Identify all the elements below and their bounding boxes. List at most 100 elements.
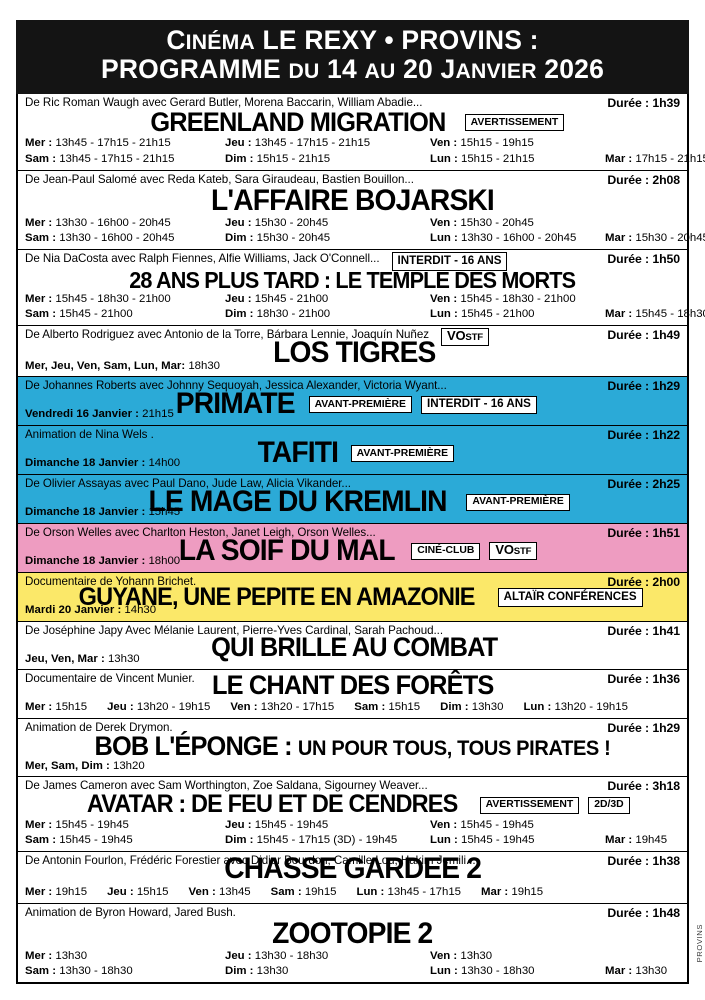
schedule-day: Dim : — [225, 308, 254, 320]
schedule-day: Ven : — [430, 818, 458, 831]
film-block[interactable]: De Olivier Assayas avec Paul Dano, Jude … — [18, 475, 687, 524]
schedule-cell: Sam : 15h15 — [354, 700, 420, 715]
schedule-cell: Dim : 15h30 - 20h45 — [225, 231, 430, 246]
schedule-times: 19h15 — [304, 885, 337, 898]
schedule-day: Mer : — [25, 950, 53, 963]
schedule-cell: Ven : 13h20 - 17h15 — [230, 700, 334, 715]
schedule-times: 13h20 - 19h15 — [554, 700, 628, 713]
schedule-cell: Mer : 19h15 — [25, 885, 87, 900]
film-credits: De Antonin Fourlon, Frédéric Forestier a… — [25, 853, 476, 867]
schedule-times: 14h00 — [148, 457, 181, 470]
film-duration: Durée : 3h18 — [607, 779, 680, 794]
schedule-times: 13h20 - 19h15 — [136, 700, 211, 713]
film-credits-row: De Alberto Rodriguez avec Antonio de la … — [25, 328, 680, 346]
film-credits-row: De Ric Roman Waugh avec Gerard Butler, M… — [25, 96, 680, 111]
schedule-cell: Jeu : 15h30 - 20h45 — [225, 216, 430, 231]
film-block[interactable]: Documentaire de Vincent Munier. Durée : 1… — [18, 670, 687, 719]
film-schedule: Mer : 15h45 - 19h45 Jeu : 15h45 - 19h45 Ve… — [25, 818, 680, 848]
schedule-day: Lun : — [430, 232, 458, 245]
film-badges: AVERTISSEMENT — [464, 114, 565, 132]
schedule-cell: Jeu : 15h45 - 19h45 — [225, 818, 430, 833]
film-credits-row: De Johannes Roberts avec Johnny Sequoyah… — [25, 379, 680, 394]
schedule-times: 15h45 - 19h45 — [460, 818, 534, 831]
schedule-row: Sam : 13h30 - 18h30 Dim : 13h30 Lun : 13h3… — [25, 964, 680, 979]
schedule-cell: Jeu : 13h30 - 18h30 — [225, 949, 430, 964]
schedule-day: Lun : — [523, 700, 552, 713]
film-schedule: Dimanche 18 Janvier : 14h00 — [25, 456, 680, 471]
film-block[interactable]: Animation de Byron Howard, Jared Bush. Du… — [18, 903, 687, 983]
schedule-day: Mer : — [25, 818, 53, 831]
film-credits-row: Animation de Nina Wels . Durée : 1h22 — [25, 428, 680, 443]
film-block[interactable]: De Antonin Fourlon, Frédéric Forestier a… — [18, 851, 687, 904]
schedule-cell: Sam : 13h30 - 18h30 — [25, 964, 225, 979]
film-title: ZOOTOPIE 2 — [272, 916, 433, 950]
film-duration: Durée : 1h50 — [607, 252, 680, 267]
film-block[interactable]: De Ric Roman Waugh avec Gerard Butler, M… — [18, 93, 705, 171]
film-duration: Durée : 2h00 — [607, 574, 680, 589]
film-schedule: Mer : 15h15 Jeu : 13h20 - 19h15 Ven : 13h2… — [25, 700, 680, 715]
schedule-times: 15h30 - 20h45 — [254, 217, 329, 230]
schedule-day: Mer, Sam, Dim : — [25, 759, 110, 772]
schedule-times: 15h15 — [55, 700, 88, 713]
film-block[interactable]: De James Cameron avec Sam Worthington, Z… — [18, 777, 687, 852]
schedule-day: Dimanche 18 Janvier : — [25, 457, 146, 470]
schedule-times: 13h30 - 18h30 — [254, 950, 329, 963]
film-duration: Durée : 1h51 — [607, 525, 680, 540]
schedule-day: Lun : — [430, 308, 458, 320]
film-block[interactable]: Animation de Derek Drymon. Durée : 1h29 BO… — [18, 719, 687, 778]
badge-2d-3d: 2D/3D — [588, 796, 630, 814]
schedule-times: 15h45 - 18h30 - 21h00 — [55, 292, 171, 305]
schedule-cell: Sam : 19h15 — [271, 885, 337, 900]
schedule-cell: Lun : 15h15 - 21h15 — [430, 152, 605, 167]
schedule-row: Sam : 15h45 - 21h00 Dim : 18h30 - 21h00 Lu… — [25, 307, 705, 322]
schedule-cell: Mer : 13h30 — [25, 949, 225, 964]
film-block[interactable]: De Alberto Rodriguez avec Antonio de la … — [18, 326, 687, 378]
schedule-day: Sam : — [25, 308, 57, 320]
schedule-times: 19h15 — [55, 885, 88, 898]
schedule-day: Dimanche 18 Janvier : — [25, 506, 146, 519]
schedule-row: Mer : 19h15 Jeu : 15h15 Ven : 13h45 Sam : 1… — [25, 885, 680, 900]
schedule-day: Sam : — [25, 833, 57, 846]
schedule-row: Mer : 15h15 Jeu : 13h20 - 19h15 Ven : 13h2… — [25, 700, 680, 715]
film-schedule: Mer, Sam, Dim : 13h20 — [25, 759, 680, 774]
schedule-times: 13h30 — [471, 700, 504, 713]
schedule-day: Sam : — [25, 232, 57, 245]
schedule-day: Mar : — [605, 965, 633, 978]
schedule-day: Mer : — [25, 217, 53, 230]
schedule-times: 14h30 — [124, 603, 157, 616]
schedule-day: Lun : — [430, 152, 458, 165]
schedule-day: Mar : — [605, 833, 633, 846]
schedule-day: Lun : — [430, 965, 458, 978]
schedule-cell: Sam : 15h45 - 19h45 — [25, 833, 225, 848]
film-credits-row: De Jean-Paul Salomé avec Reda Kateb, Sar… — [25, 173, 680, 188]
schedule-row: Mer : 13h30 - 16h00 - 20h45 Jeu : 15h30 -… — [25, 216, 680, 231]
schedule-times: 17h15 - 21h15 — [635, 152, 705, 165]
schedule-times: 15h30 - 20h45 — [635, 232, 705, 245]
film-schedule: Mardi 20 Janvier : 14h30 — [25, 603, 680, 618]
film-block[interactable]: De Joséphine Japy Avec Mélanie Laurent, … — [18, 621, 687, 671]
schedule-times: 13h20 — [113, 759, 145, 772]
film-block[interactable]: De Nia DaCosta avec Ralph Fiennes, Alfie… — [18, 250, 705, 327]
film-schedule: Mer : 15h45 - 18h30 - 21h00 Jeu : 15h45 -… — [25, 292, 705, 322]
film-duration: Durée : 2h08 — [607, 172, 680, 187]
provins-watermark: PROVINS — [695, 923, 704, 962]
schedule-times: 15h15 - 21h15 — [461, 152, 535, 165]
film-credits: Documentaire de Yohann Brichet. — [25, 574, 197, 588]
badge-avertissement: AVERTISSEMENT — [464, 114, 565, 132]
schedule-row: Mer : 13h45 - 17h15 - 21h15 Jeu : 13h45 -… — [25, 136, 680, 151]
film-duration: Durée : 1h38 — [607, 853, 680, 868]
schedule-times: 13h30 — [256, 965, 289, 978]
schedule-day: Vendredi 16 Janvier : — [25, 408, 139, 421]
schedule-day: Ven : — [430, 292, 458, 305]
film-block[interactable]: Documentaire de Yohann Brichet. Durée : 2… — [18, 572, 687, 622]
film-block[interactable]: De Jean-Paul Salomé avec Reda Kateb, Sar… — [18, 170, 705, 251]
film-title: BOB L'ÉPONGE : UN POUR TOUS, TOUS PIRATE… — [94, 731, 611, 761]
film-title: L'AFFAIRE BOJARSKI — [211, 183, 495, 217]
film-block[interactable]: De Orson Welles avec Charlton Heston, Ja… — [18, 523, 687, 573]
header-banner: CINÉMA LE REXY • PROVINS : PROGRAMME DU … — [16, 20, 689, 94]
film-block[interactable]: Animation de Nina Wels . Durée : 1h22 Dima… — [18, 426, 687, 476]
film-block[interactable]: De Johannes Roberts avec Johnny Sequoyah… — [18, 377, 687, 427]
schedule-day: Dim : — [225, 152, 254, 165]
film-schedule: Jeu, Ven, Mar : 13h30 — [25, 652, 680, 667]
